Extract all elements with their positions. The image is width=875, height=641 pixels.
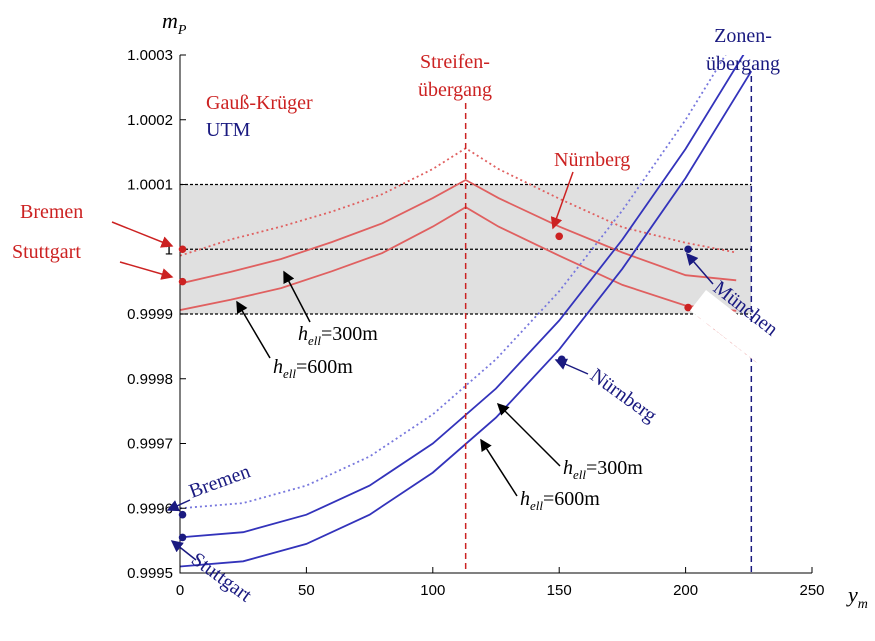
series-gk-0 bbox=[180, 147, 737, 257]
y-tick-label-2: 0.9997 bbox=[127, 436, 173, 453]
series-gk-2 bbox=[180, 206, 737, 312]
x-tick-label-1: 50 bbox=[298, 582, 315, 599]
y-tick-label-6: 1.0001 bbox=[127, 177, 173, 194]
zonen-label-1: Zonen- bbox=[714, 25, 772, 47]
y-tick-label-0: 0.9995 bbox=[127, 565, 173, 582]
label-utm-h300: hell=300m bbox=[563, 457, 643, 482]
series-utm-5 bbox=[180, 70, 753, 568]
arrow-nuernberg-gk bbox=[550, 171, 574, 230]
x-tick-label-4: 200 bbox=[673, 582, 698, 599]
label-stuttgart-utm: Stuttgart bbox=[187, 548, 256, 607]
x-tick-label-0: 0 bbox=[176, 582, 184, 599]
arrow-bremen-utm bbox=[166, 499, 191, 512]
legend-gauss-krueger: Gauß-Krüger bbox=[206, 92, 313, 114]
label-bremen-utm: Bremen bbox=[186, 460, 253, 502]
series-utm-3 bbox=[180, 55, 727, 510]
streifen-label-1: Streifen- bbox=[420, 51, 490, 73]
label-utm-h600: hell=600m bbox=[520, 488, 600, 513]
arrow-gk-h300 bbox=[283, 270, 311, 323]
series-gk-1 bbox=[180, 178, 737, 285]
city-point-7 bbox=[684, 245, 692, 254]
axis-ticks: 0 50 100 150 200 250 0.9995 0.9996 0.9997 0.9998 0… bbox=[127, 47, 824, 599]
label-nuernberg-utm: Nürnberg bbox=[586, 364, 661, 427]
series-utm-4 bbox=[180, 55, 745, 539]
arrow-stuttgart-utm bbox=[170, 540, 197, 561]
y-tick-label-1: 0.9996 bbox=[127, 500, 173, 517]
arrow-utm-h600 bbox=[480, 438, 518, 497]
y-tick-label-7: 1.0002 bbox=[127, 112, 173, 129]
arrow-muenchen-utm bbox=[686, 252, 714, 285]
x-tick-label-5: 250 bbox=[799, 582, 824, 599]
label-gk-h600: hell=600m bbox=[273, 356, 353, 381]
label-nuernberg-gk: Nürnberg bbox=[554, 149, 630, 171]
city-point-3 bbox=[684, 303, 692, 312]
label-stuttgart-gk: Stuttgart bbox=[12, 241, 81, 263]
series-layer bbox=[180, 55, 753, 568]
city-point-1 bbox=[178, 277, 187, 286]
x-axis-label: ym bbox=[846, 582, 868, 612]
arrow-bremen-gk bbox=[111, 221, 174, 248]
y-tick-label-8: 1.0003 bbox=[127, 47, 173, 64]
label-bg-muenchen-utm bbox=[689, 289, 788, 375]
streifen-label-2: übergang bbox=[418, 79, 492, 101]
city-point-5 bbox=[178, 533, 187, 542]
transition-lines bbox=[464, 76, 753, 573]
x-tick-label-3: 150 bbox=[547, 582, 572, 599]
city-points bbox=[178, 232, 692, 542]
zonen-label-2: übergang bbox=[706, 53, 780, 75]
city-point-2 bbox=[555, 232, 563, 241]
legend-utm: UTM bbox=[206, 119, 251, 141]
city-point-0 bbox=[178, 245, 187, 254]
arrow-nuernberg-utm bbox=[554, 358, 589, 375]
x-tick-label-2: 100 bbox=[420, 582, 445, 599]
label-gk-h300: hell=300m bbox=[298, 323, 378, 348]
y-tick-label-4: 0.9999 bbox=[127, 306, 173, 323]
arrow-utm-h300 bbox=[496, 402, 561, 467]
arrow-stuttgart-gk bbox=[119, 261, 174, 280]
y-axis-label: mP bbox=[162, 8, 187, 38]
y-tick-label-3: 0.9998 bbox=[127, 371, 173, 388]
arrow-gk-h600 bbox=[236, 300, 271, 359]
label-bremen-gk: Bremen bbox=[20, 201, 83, 223]
y-tick-label-5: 1 bbox=[165, 241, 173, 258]
city-point-4 bbox=[178, 510, 187, 519]
